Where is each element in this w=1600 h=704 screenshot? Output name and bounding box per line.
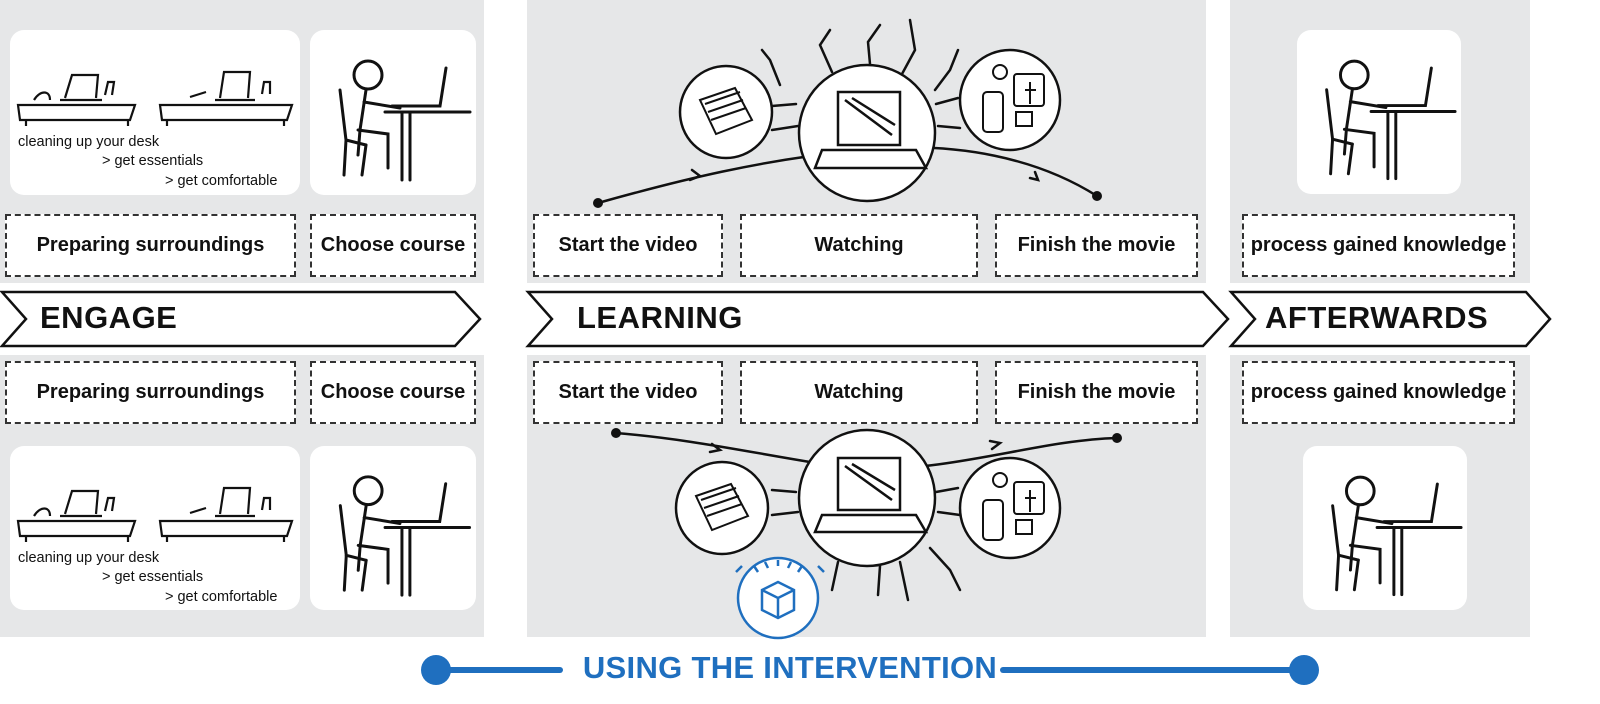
step-choose-course-top: Choose course	[310, 214, 476, 277]
desk-caption-line-2-bottom: > get essentials	[102, 569, 204, 585]
desk-sketch-icon	[16, 70, 294, 126]
phase-afterwards-label: AFTERWARDS	[1265, 300, 1489, 335]
afterwards-card-bottom	[1303, 446, 1467, 610]
notebook-icon	[694, 482, 750, 532]
step-watching-bottom: Watching	[740, 361, 978, 424]
step-process-knowledge-top: process gained knowledge	[1242, 214, 1515, 277]
desk-caption-line-3: > get comfortable	[165, 173, 278, 189]
student-at-laptop-icon	[1325, 59, 1457, 181]
intervention-box-icon	[735, 556, 825, 640]
step-start-video-bottom: Start the video	[533, 361, 723, 424]
step-preparing-surroundings-bottom: Preparing surroundings	[5, 361, 296, 424]
step-choose-course-bottom: Choose course	[310, 361, 476, 424]
desk-caption-line-1: cleaning up your desk	[18, 134, 160, 150]
notebook-icon	[698, 86, 754, 136]
phase-engage-label: ENGAGE	[40, 300, 178, 335]
step-process-knowledge-bottom: process gained knowledge	[1242, 361, 1515, 424]
desk-sketch-icon	[16, 486, 294, 542]
engage-arrow	[0, 290, 482, 348]
afterwards-card-top	[1297, 30, 1461, 194]
phase-learning-label: LEARNING	[577, 300, 743, 335]
desk-caption-line-3-bottom: > get comfortable	[165, 589, 278, 605]
student-at-laptop-icon	[1331, 475, 1463, 597]
desk-card-bottom	[10, 446, 300, 610]
social-media-icon	[982, 472, 1045, 541]
step-finish-movie-bottom: Finish the movie	[995, 361, 1198, 424]
student-card-bottom	[310, 446, 476, 610]
student-at-laptop-icon	[338, 59, 472, 182]
desk-card-top	[10, 30, 300, 195]
desk-caption-line-2: > get essentials	[102, 153, 204, 169]
step-preparing-surroundings-top: Preparing surroundings	[5, 214, 296, 277]
student-card-top	[310, 30, 476, 195]
step-start-video-top: Start the video	[533, 214, 723, 277]
learning-arrow	[525, 290, 1230, 348]
social-media-icon	[982, 64, 1045, 133]
intervention-title: USING THE INTERVENTION	[582, 650, 998, 685]
step-finish-movie-top: Finish the movie	[995, 214, 1198, 277]
desk-caption-line-1-bottom: cleaning up your desk	[18, 550, 160, 566]
laptop-icon	[813, 456, 929, 534]
afterwards-arrow	[1228, 290, 1552, 348]
laptop-icon	[813, 90, 929, 170]
student-at-laptop-icon	[338, 475, 472, 597]
step-watching-top: Watching	[740, 214, 978, 277]
